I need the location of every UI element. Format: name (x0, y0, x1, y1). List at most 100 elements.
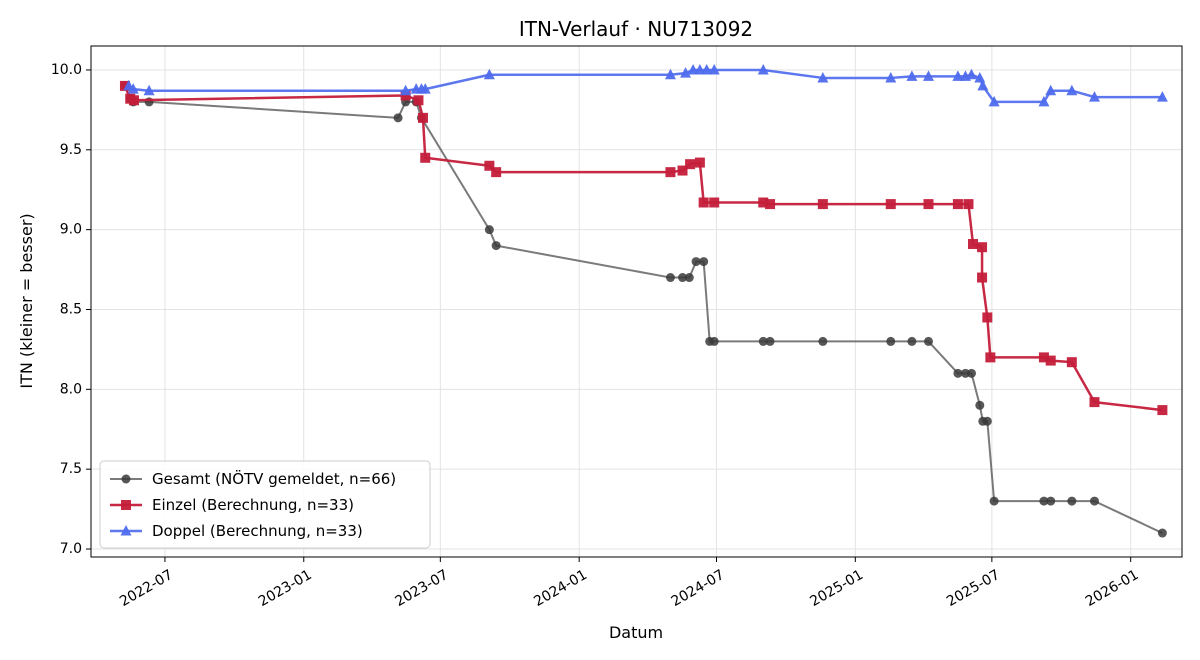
data-point (419, 83, 431, 94)
data-point (1157, 528, 1167, 538)
y-tick-label: 8.0 (60, 381, 82, 397)
data-point (680, 67, 692, 78)
data-point (817, 199, 828, 210)
data-point (965, 68, 977, 80)
data-point (977, 79, 989, 91)
data-point (691, 257, 701, 267)
data-point (885, 71, 897, 83)
data-point (677, 165, 688, 176)
data-point (1157, 405, 1168, 416)
plot-frame (90, 45, 1183, 558)
y-axis-ticks: 7.0 7.5 8.0 8.5 9.0 9.5 10.0 (51, 62, 91, 557)
legend-marker (121, 500, 131, 510)
data-point (484, 160, 495, 171)
data-point (977, 272, 988, 283)
data-point (977, 242, 988, 253)
data-point (765, 199, 776, 210)
data-point (684, 273, 694, 283)
data-point (953, 368, 963, 378)
legend-label: Gesamt (NÖTV gemeldet, n=66) (152, 469, 396, 488)
legend-marker (120, 525, 132, 536)
data-point (1156, 91, 1168, 102)
data-point (906, 70, 918, 81)
data-point (1067, 496, 1077, 506)
legend-label: Einzel (Berechnung, n=33) (152, 496, 354, 514)
data-point (143, 84, 155, 96)
data-point (1066, 357, 1077, 368)
data-point (765, 336, 775, 346)
data-point (665, 273, 675, 283)
data-point (1089, 496, 1099, 506)
data-point (885, 199, 896, 210)
data-point (974, 71, 986, 83)
data-point (709, 197, 720, 208)
data-point (758, 197, 769, 208)
legend: Gesamt (NÖTV gemeldet, n=66) Einzel (Bere… (99, 460, 431, 549)
data-point (685, 159, 696, 170)
data-point (968, 239, 979, 250)
data-point (491, 241, 501, 251)
data-point (709, 336, 719, 346)
data-point (491, 167, 502, 178)
legend-item: Gesamt (NÖTV gemeldet, n=66) (110, 469, 396, 488)
data-point (483, 68, 495, 80)
data-point (922, 70, 934, 81)
data-point (817, 71, 829, 83)
y-tick-label: 10.0 (51, 62, 82, 78)
data-point (119, 80, 130, 91)
data-point (963, 199, 974, 210)
data-point (694, 157, 705, 168)
series-square (119, 80, 1168, 416)
y-tick-label: 9.5 (60, 142, 82, 158)
data-point (678, 273, 688, 283)
data-point (818, 336, 828, 346)
data-point (988, 95, 1000, 107)
data-point (127, 83, 139, 94)
legend-item: Doppel (Berechnung, n=33) (110, 522, 363, 540)
data-point (952, 199, 963, 210)
legend-marker (121, 474, 131, 484)
data-point (698, 197, 709, 208)
data-point (758, 336, 768, 346)
data-point (1089, 397, 1100, 408)
data-point (966, 368, 976, 378)
data-point (1046, 496, 1056, 506)
y-tick-label: 8.5 (60, 301, 82, 317)
y-tick-label: 7.5 (60, 461, 82, 477)
data-point (1066, 84, 1078, 96)
data-point (393, 113, 403, 123)
data-point (708, 63, 720, 75)
data-point (757, 63, 769, 75)
data-point (1088, 91, 1100, 102)
x-axis-title: Datum (609, 623, 663, 642)
y-tick-label: 7.0 (60, 541, 82, 557)
legend-label: Doppel (Berechnung, n=33) (152, 522, 363, 540)
data-point (400, 84, 412, 96)
data-point (699, 257, 709, 267)
data-point (129, 95, 140, 106)
data-point (907, 336, 917, 346)
data-point (420, 152, 431, 163)
data-point (665, 167, 676, 178)
y-axis-title: ITN (kleiner = besser) (17, 213, 36, 388)
data-point (989, 496, 999, 506)
grid-lines (91, 46, 1182, 557)
data-point (417, 112, 428, 123)
data-point (664, 68, 676, 80)
data-point (1045, 355, 1056, 366)
data-point (1045, 84, 1057, 96)
data-point (1038, 352, 1049, 363)
data-point (982, 312, 993, 323)
data-point (1039, 496, 1049, 506)
legend-item: Einzel (Berechnung, n=33) (110, 496, 354, 514)
data-point (701, 63, 713, 75)
chart-title: ITN-Verlauf · NU713092 (519, 17, 753, 41)
y-tick-label: 9.0 (60, 222, 82, 238)
data-point (400, 90, 411, 101)
data-point (1038, 95, 1050, 107)
data-point (413, 95, 424, 106)
series-triangle (123, 63, 1168, 107)
series-layer (119, 63, 1168, 538)
